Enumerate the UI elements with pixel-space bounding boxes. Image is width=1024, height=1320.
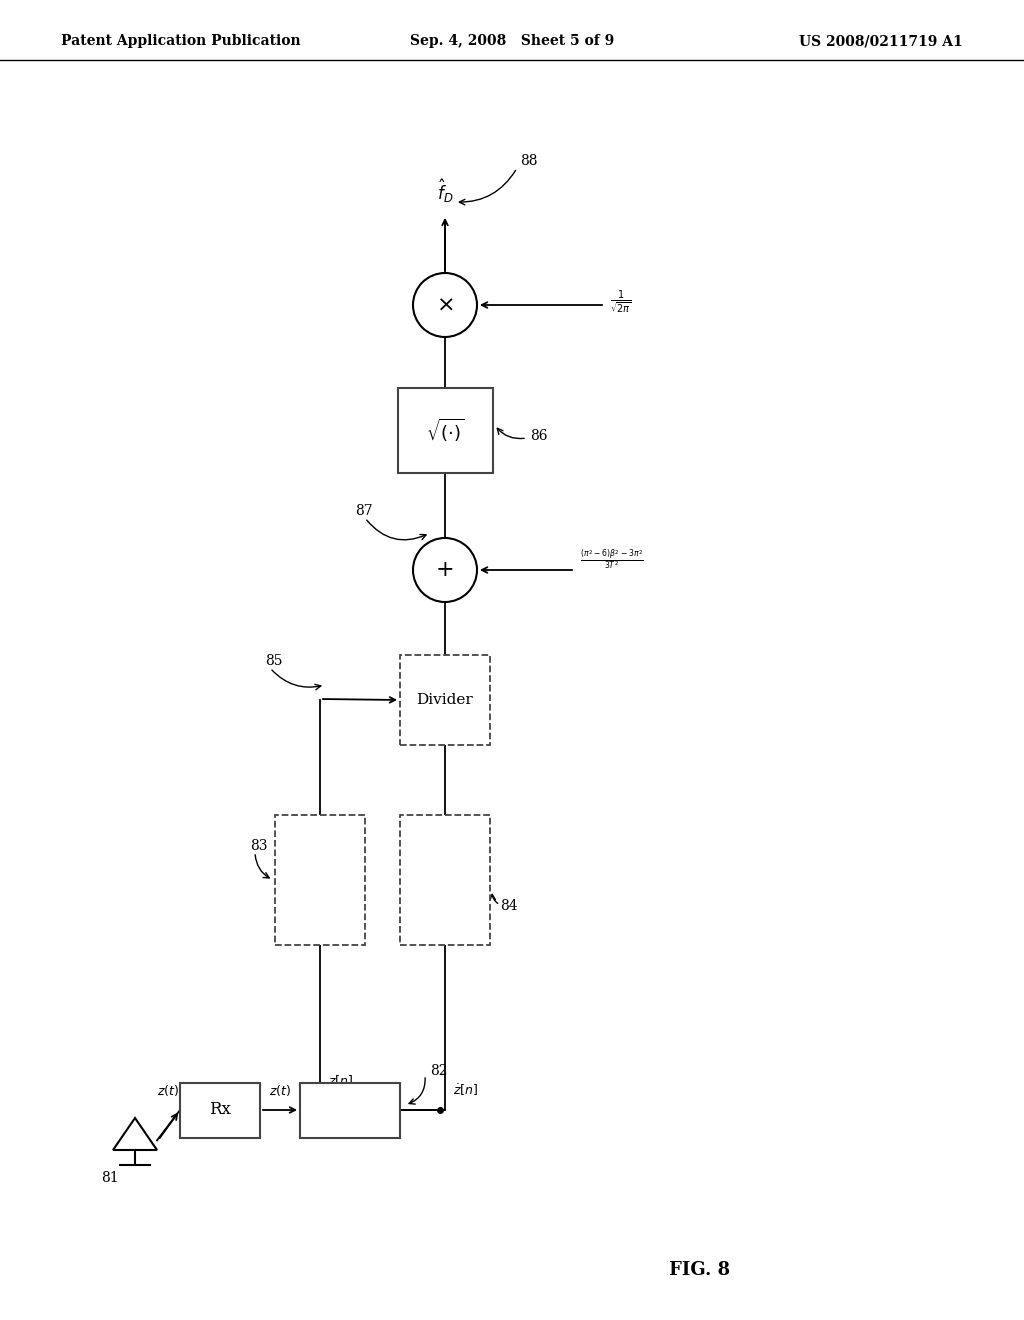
Text: $d\Omega$: $d\Omega$ xyxy=(340,1093,360,1107)
Text: US 2008/0211719 A1: US 2008/0211719 A1 xyxy=(799,34,963,49)
Text: +: + xyxy=(435,558,455,581)
Text: FIG. 8: FIG. 8 xyxy=(670,1261,730,1279)
Text: $\dot{z}[n]$: $\dot{z}[n]$ xyxy=(453,1082,478,1098)
FancyBboxPatch shape xyxy=(400,814,490,945)
Text: 81: 81 xyxy=(101,1171,119,1185)
Text: $z[n]$: $z[n]$ xyxy=(328,1073,353,1088)
Text: $\frac{(\pi^2-6)\beta^2-3\pi^2}{3T^2}$: $\frac{(\pi^2-6)\beta^2-3\pi^2}{3T^2}$ xyxy=(580,549,644,572)
FancyBboxPatch shape xyxy=(400,655,490,744)
Text: 87: 87 xyxy=(355,504,373,517)
Text: Divider: Divider xyxy=(417,693,473,708)
Text: 82: 82 xyxy=(430,1064,447,1078)
FancyBboxPatch shape xyxy=(275,814,365,945)
Text: $\hat{f}_D$: $\hat{f}_D$ xyxy=(437,177,454,205)
Text: Rx: Rx xyxy=(209,1101,231,1118)
Text: $\times$: $\times$ xyxy=(436,294,454,315)
Text: Sep. 4, 2008   Sheet 5 of 9: Sep. 4, 2008 Sheet 5 of 9 xyxy=(410,34,614,49)
Text: $\frac{1}{\sqrt{2\pi}}$: $\frac{1}{\sqrt{2\pi}}$ xyxy=(610,289,632,317)
Text: $z(t)$: $z(t)$ xyxy=(269,1082,291,1098)
Text: Patent Application Publication: Patent Application Publication xyxy=(61,34,301,49)
Text: $z(t)$: $z(t)$ xyxy=(158,1082,179,1098)
Text: 84: 84 xyxy=(500,899,517,913)
Circle shape xyxy=(413,539,477,602)
Text: $dt$: $dt$ xyxy=(342,1114,358,1130)
Circle shape xyxy=(413,273,477,337)
Text: 85: 85 xyxy=(265,653,283,668)
Text: Correlator: Correlator xyxy=(438,843,452,917)
Text: 86: 86 xyxy=(530,429,548,444)
Text: 88: 88 xyxy=(520,154,538,168)
FancyBboxPatch shape xyxy=(300,1082,400,1138)
Text: $\sqrt{(\cdot)}$: $\sqrt{(\cdot)}$ xyxy=(426,416,464,444)
Text: Correlator: Correlator xyxy=(313,843,327,917)
FancyBboxPatch shape xyxy=(180,1082,260,1138)
Text: 83: 83 xyxy=(250,840,267,853)
FancyBboxPatch shape xyxy=(397,388,493,473)
